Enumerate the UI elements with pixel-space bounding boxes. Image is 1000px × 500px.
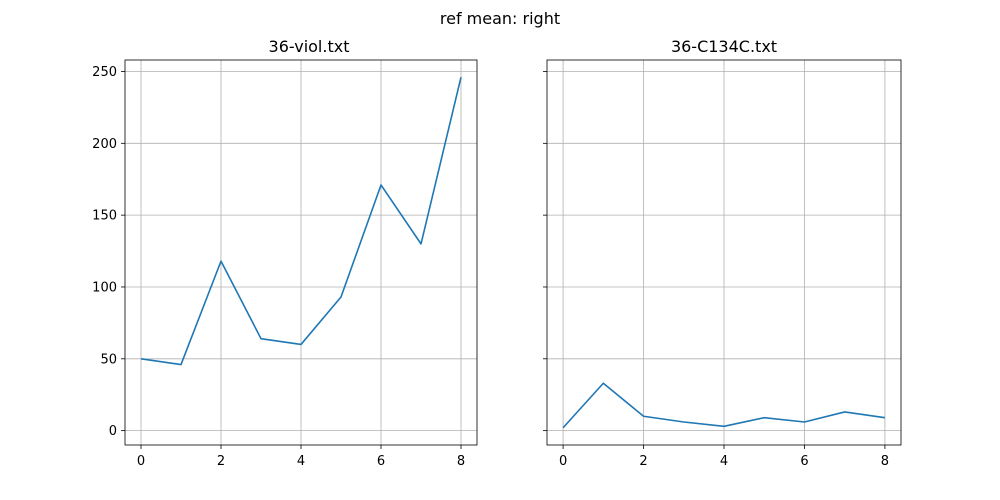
y-tick-label: 100	[92, 280, 117, 295]
x-tick-label: 0	[137, 454, 145, 469]
x-tick-label: 6	[800, 454, 808, 469]
y-tick-label: 200	[92, 137, 117, 152]
subplot-title: 36-C134C.txt	[671, 37, 777, 56]
x-tick-label: 0	[559, 454, 567, 469]
x-tick-label: 8	[457, 454, 465, 469]
subplot-left: 36-viol.txt 0 2 4 6 8 0 50 100 150 200 250	[92, 37, 478, 469]
y-tick-label: 150	[92, 209, 117, 224]
x-tick-label: 4	[720, 454, 728, 469]
series-line	[562, 382, 886, 429]
x-tick-label: 2	[639, 454, 647, 469]
subplot-right: 36-C134C.txt 0 2 4 6 8	[543, 37, 902, 469]
x-tick-label: 6	[377, 454, 385, 469]
subplot-title: 36-viol.txt	[269, 37, 350, 56]
y-tick-label: 50	[100, 352, 117, 367]
y-tick-label: 250	[92, 65, 117, 80]
y-tick-label: 0	[109, 424, 117, 439]
x-tick-label: 4	[297, 454, 305, 469]
x-tick-label: 2	[217, 454, 225, 469]
figure-suptitle: ref mean: right	[440, 9, 560, 28]
series-line	[140, 77, 462, 366]
x-tick-label: 8	[881, 454, 889, 469]
